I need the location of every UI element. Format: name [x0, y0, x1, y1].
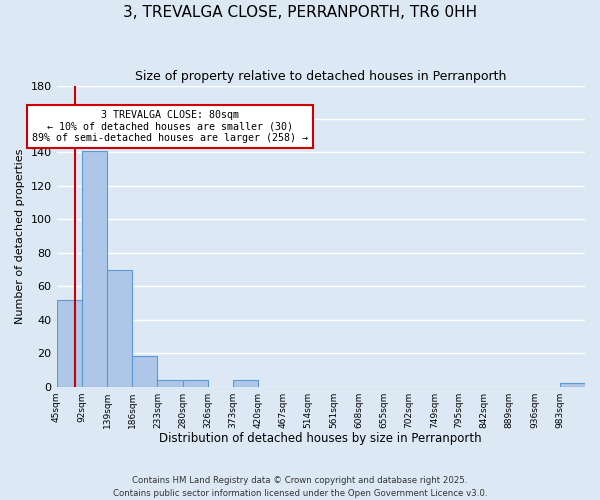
Bar — [56, 300, 82, 386]
Bar — [157, 380, 182, 386]
Bar — [107, 270, 132, 386]
X-axis label: Distribution of detached houses by size in Perranporth: Distribution of detached houses by size … — [160, 432, 482, 445]
Bar — [233, 380, 258, 386]
Y-axis label: Number of detached properties: Number of detached properties — [15, 148, 25, 324]
Text: 3 TREVALGA CLOSE: 80sqm
← 10% of detached houses are smaller (30)
89% of semi-de: 3 TREVALGA CLOSE: 80sqm ← 10% of detache… — [32, 110, 308, 143]
Text: 3, TREVALGA CLOSE, PERRANPORTH, TR6 0HH: 3, TREVALGA CLOSE, PERRANPORTH, TR6 0HH — [123, 5, 477, 20]
Text: Contains HM Land Registry data © Crown copyright and database right 2025.
Contai: Contains HM Land Registry data © Crown c… — [113, 476, 487, 498]
Bar — [82, 151, 107, 386]
Bar — [182, 380, 208, 386]
Bar — [560, 384, 585, 386]
Bar — [132, 356, 157, 386]
Title: Size of property relative to detached houses in Perranporth: Size of property relative to detached ho… — [135, 70, 506, 83]
